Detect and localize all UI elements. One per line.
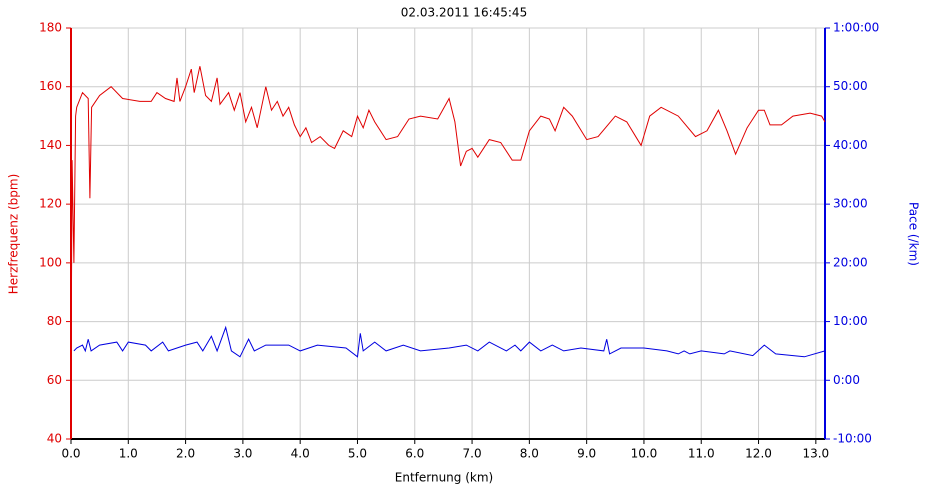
x-tick-label: 9.0	[577, 447, 596, 461]
x-tick-label: 1.0	[119, 447, 138, 461]
y2-tick-label: 30:00	[833, 197, 868, 211]
line-series	[70, 66, 826, 381]
x-tick-label: 8.0	[520, 447, 539, 461]
y2-tick-label: 0:00	[833, 373, 860, 387]
x-tick-label: 10.0	[631, 447, 658, 461]
y-tick-label: 100	[39, 255, 62, 269]
y2-axis-label: Pace (/km)	[907, 202, 921, 266]
x-tick-label: 6.0	[405, 447, 424, 461]
chart-title: 02.03.2011 16:45:45	[401, 6, 527, 20]
x-tick-label: 5.0	[348, 447, 367, 461]
y-tick-label: 160	[39, 79, 62, 93]
y2-tick-label: -10:00	[833, 432, 872, 446]
y2-tick-label: 50:00	[833, 79, 868, 93]
x-tick-label: 3.0	[233, 447, 252, 461]
x-tick-label: 13.0	[802, 447, 829, 461]
x-tick-label: 7.0	[463, 447, 482, 461]
x-tick-label: 12.0	[745, 447, 772, 461]
y-tick-label: 120	[39, 197, 62, 211]
x-tick-label: 2.0	[176, 447, 195, 461]
y2-tick-label: 1:00:00	[833, 21, 879, 35]
y-axis-label: Herzfrequenz (bpm)	[7, 174, 21, 295]
y2-tick-label: 10:00	[833, 314, 868, 328]
y2-tick-label: 40:00	[833, 138, 868, 152]
x-tick-label: 11.0	[688, 447, 715, 461]
line-series	[73, 325, 826, 358]
y2-tick-label: 20:00	[833, 255, 868, 269]
y-tick-label: 60	[47, 373, 62, 387]
y-tick-label: 180	[39, 21, 62, 35]
x-tick-label: 4.0	[291, 447, 310, 461]
y-tick-label: 40	[47, 432, 62, 446]
y-tick-label: 80	[47, 314, 62, 328]
x-tick-label: 0.0	[61, 447, 80, 461]
x-axis-label: Entfernung (km)	[395, 471, 493, 485]
y-tick-label: 140	[39, 138, 62, 152]
